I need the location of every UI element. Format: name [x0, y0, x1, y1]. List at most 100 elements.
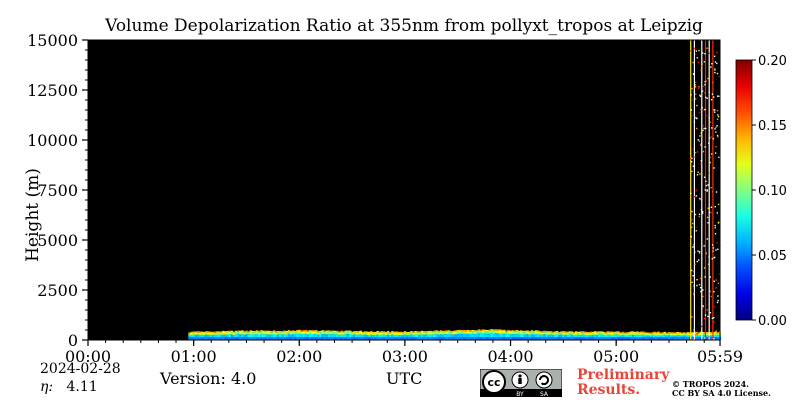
layer-cell: [678, 333, 681, 336]
layer-cell: [577, 333, 580, 336]
layer-cell: [684, 335, 688, 337]
layer-cell: [403, 337, 407, 340]
noise-speck: [718, 156, 720, 159]
layer-cell: [342, 337, 346, 340]
layer-cell: [448, 337, 451, 340]
noise-speck: [717, 114, 719, 116]
layer-cell: [205, 332, 208, 335]
noise-speck: [695, 189, 697, 192]
noise-speck: [690, 94, 692, 96]
noise-speck: [697, 139, 699, 141]
layer-cell: [574, 337, 578, 340]
layer-cell: [670, 335, 673, 337]
colorbar-tick-label: 0.05: [758, 249, 787, 264]
layer-cell: [446, 337, 449, 340]
layer-cell: [340, 330, 343, 332]
layer-cell: [241, 334, 244, 337]
noise-speck: [714, 227, 717, 229]
layer-cell: [602, 331, 605, 334]
noise-speck: [707, 222, 709, 224]
layer-cell: [190, 331, 193, 333]
layer-cell: [217, 331, 221, 333]
layer-cell: [437, 332, 441, 335]
layer-cell: [456, 337, 460, 340]
noise-speck: [692, 246, 694, 248]
layer-cell: [465, 329, 468, 332]
layer-cell: [363, 331, 367, 333]
noise-speck: [710, 211, 712, 214]
layer-cell: [473, 330, 477, 332]
layer-cell: [530, 330, 534, 332]
layer-cell: [503, 329, 506, 331]
layer-cell: [585, 337, 589, 340]
layer-cell: [653, 334, 656, 337]
layer-cell: [539, 332, 542, 335]
layer-cell: [543, 337, 546, 340]
noise-speck: [700, 143, 702, 145]
noise-speck: [716, 51, 718, 54]
noise-speck: [696, 279, 698, 281]
layer-cell: [579, 331, 582, 333]
layer-cell: [319, 330, 322, 333]
layer-cell: [450, 332, 453, 335]
layer-cell: [296, 329, 299, 332]
layer-cell: [684, 333, 688, 336]
noise-speck: [714, 224, 716, 227]
layer-cell: [699, 331, 703, 333]
noise-speck: [697, 171, 699, 173]
layer-cell: [272, 333, 276, 337]
signal-column: [690, 40, 692, 340]
noise-speck: [711, 93, 714, 95]
layer-cell: [551, 335, 555, 337]
layer-cell: [496, 333, 500, 337]
layer-cell: [458, 330, 462, 334]
layer-cell: [593, 332, 597, 335]
layer-cell: [397, 335, 401, 337]
layer-cell: [203, 337, 206, 340]
layer-cell: [602, 333, 605, 336]
layer-cell: [431, 334, 434, 337]
layer-cell: [475, 330, 479, 332]
noise-speck: [695, 195, 698, 197]
layer-cell: [346, 331, 350, 335]
layer-cell: [536, 331, 540, 335]
layer-cell: [674, 333, 677, 336]
layer-cell: [583, 337, 586, 340]
noise-speck: [693, 292, 695, 295]
noise-speck: [694, 213, 697, 216]
layer-cell: [194, 334, 198, 337]
noise-speck: [712, 250, 714, 252]
noise-speck: [712, 137, 715, 140]
layer-cell: [667, 333, 671, 336]
layer-cell: [427, 337, 430, 340]
layer-cell: [226, 332, 229, 335]
layer-cell: [501, 337, 504, 340]
noise-speck: [698, 49, 700, 52]
noise-speck: [699, 108, 702, 111]
noise-speck: [690, 158, 692, 160]
layer-cell: [532, 332, 536, 335]
layer-cell: [634, 331, 637, 334]
layer-cell: [716, 332, 720, 334]
layer-cell: [367, 331, 371, 334]
layer-cell: [619, 333, 622, 336]
layer-cell: [697, 335, 701, 337]
layer-cell: [245, 331, 248, 335]
layer-cell: [344, 337, 348, 340]
layer-cell: [302, 334, 305, 337]
layer-cell: [287, 337, 291, 340]
layer-cell: [632, 332, 635, 335]
layer-cell: [581, 332, 584, 335]
noise-speck: [696, 117, 698, 120]
layer-cell: [367, 333, 371, 336]
layer-cell: [549, 337, 553, 340]
layer-cell: [528, 334, 532, 337]
layer-cell: [260, 337, 263, 340]
noise-speck: [699, 286, 702, 289]
noise-speck: [696, 104, 698, 107]
layer-cell: [395, 331, 398, 333]
layer-cell: [672, 332, 675, 334]
layer-cell: [317, 334, 320, 337]
layer-cell: [515, 337, 519, 340]
layer-cell: [300, 330, 303, 332]
